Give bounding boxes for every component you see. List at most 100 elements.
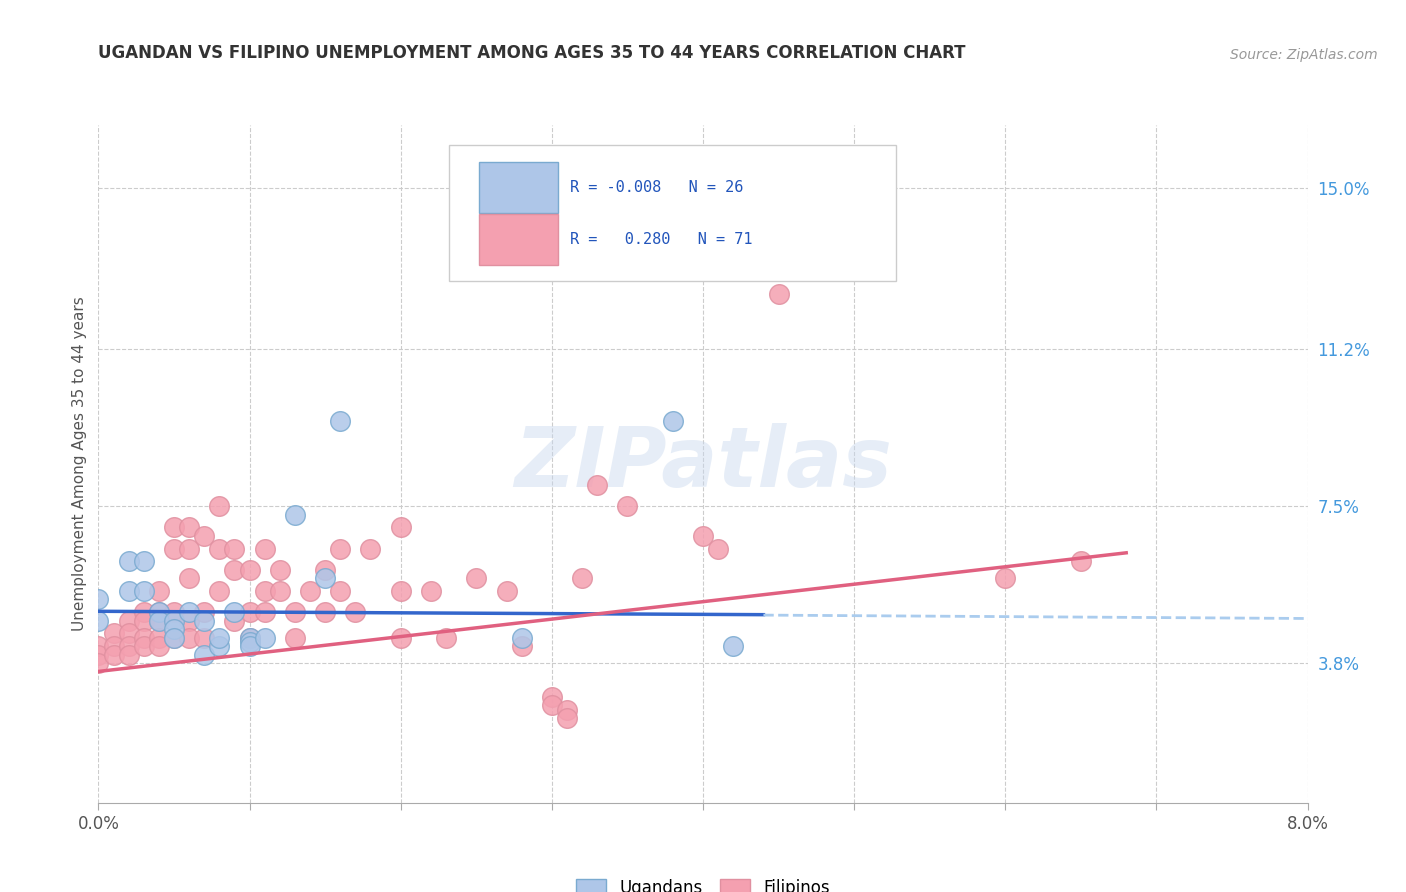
Point <box>344 605 367 619</box>
Point <box>103 648 125 662</box>
Point <box>193 614 215 628</box>
Point <box>299 584 322 599</box>
Point <box>148 639 170 653</box>
Point <box>314 571 336 585</box>
Point <box>163 541 186 556</box>
Point <box>239 639 262 653</box>
Point <box>541 698 564 713</box>
Point <box>284 508 307 522</box>
Point <box>87 639 110 653</box>
Point <box>208 541 231 556</box>
Point <box>269 563 291 577</box>
Point <box>193 529 215 543</box>
Point <box>193 605 215 619</box>
Point <box>510 639 533 653</box>
Point <box>179 605 201 619</box>
Point <box>132 631 155 645</box>
Point <box>239 563 262 577</box>
Point <box>163 520 186 534</box>
Point <box>132 614 155 628</box>
Point <box>239 635 262 649</box>
Point <box>179 520 201 534</box>
Point <box>389 584 412 599</box>
Point <box>163 631 186 645</box>
Point <box>555 711 578 725</box>
Point <box>118 626 141 640</box>
Point <box>208 500 231 514</box>
Point <box>692 529 714 543</box>
Point <box>148 605 170 619</box>
Point <box>87 614 110 628</box>
Point <box>616 500 638 514</box>
Point <box>132 605 155 619</box>
Point <box>253 631 276 645</box>
Point <box>148 605 170 619</box>
Point <box>224 541 246 556</box>
Legend: Ugandans, Filipinos: Ugandans, Filipinos <box>569 872 837 892</box>
Point <box>208 639 231 653</box>
Point <box>314 563 336 577</box>
Point <box>148 614 170 628</box>
Point <box>768 287 790 301</box>
Point <box>118 648 141 662</box>
Point <box>132 639 155 653</box>
Point <box>571 571 593 585</box>
Point <box>389 631 412 645</box>
Point <box>208 631 231 645</box>
Point <box>239 605 262 619</box>
Point <box>132 584 155 599</box>
Point <box>284 631 307 645</box>
Point <box>360 541 382 556</box>
Point <box>434 631 457 645</box>
Point <box>495 584 517 599</box>
Point <box>118 639 141 653</box>
FancyBboxPatch shape <box>449 145 897 281</box>
Point <box>269 584 291 599</box>
Point <box>224 614 246 628</box>
Point <box>541 690 564 704</box>
Point <box>1070 554 1092 568</box>
Text: R = -0.008   N = 26: R = -0.008 N = 26 <box>569 180 744 195</box>
Point <box>179 614 201 628</box>
Point <box>253 541 276 556</box>
Point <box>329 414 352 429</box>
Point <box>707 541 730 556</box>
Point <box>420 584 443 599</box>
Point <box>465 571 488 585</box>
Point <box>87 656 110 670</box>
Point <box>193 631 215 645</box>
Point <box>179 571 201 585</box>
Point <box>253 584 276 599</box>
Point <box>148 614 170 628</box>
Point <box>163 605 186 619</box>
Text: R =   0.280   N = 71: R = 0.280 N = 71 <box>569 232 752 247</box>
Point <box>118 554 141 568</box>
Point <box>118 614 141 628</box>
Point <box>253 605 276 619</box>
Point <box>389 520 412 534</box>
Point <box>239 631 262 645</box>
Point <box>224 605 246 619</box>
Point <box>103 626 125 640</box>
Point <box>118 584 141 599</box>
Point <box>163 622 186 636</box>
Point <box>87 648 110 662</box>
FancyBboxPatch shape <box>479 162 558 213</box>
Text: Source: ZipAtlas.com: Source: ZipAtlas.com <box>1230 48 1378 62</box>
Point <box>148 631 170 645</box>
Point <box>193 648 215 662</box>
Point <box>179 541 201 556</box>
Point <box>132 554 155 568</box>
FancyBboxPatch shape <box>479 214 558 265</box>
Point <box>510 631 533 645</box>
Point <box>163 631 186 645</box>
Point <box>179 631 201 645</box>
Point <box>314 605 336 619</box>
Point <box>224 563 246 577</box>
Point <box>329 584 352 599</box>
Point <box>555 703 578 717</box>
Point <box>208 584 231 599</box>
Point <box>284 605 307 619</box>
Point <box>163 614 186 628</box>
Text: UGANDAN VS FILIPINO UNEMPLOYMENT AMONG AGES 35 TO 44 YEARS CORRELATION CHART: UGANDAN VS FILIPINO UNEMPLOYMENT AMONG A… <box>98 45 966 62</box>
